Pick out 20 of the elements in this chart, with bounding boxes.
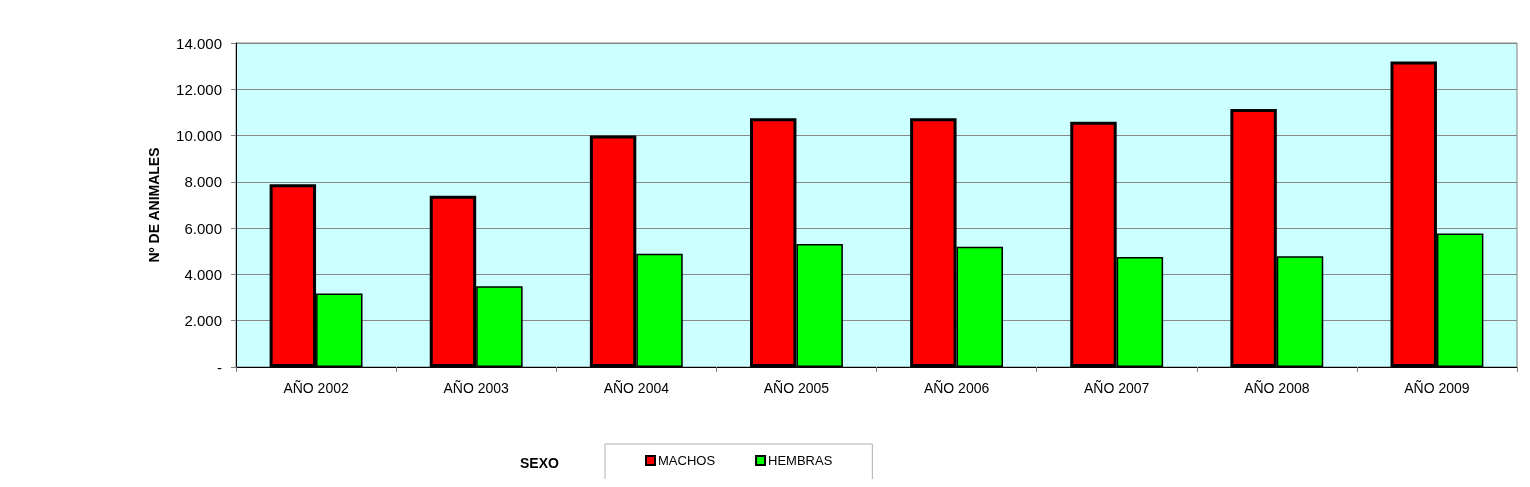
x-tick-label: AÑO 2008 (1244, 380, 1310, 396)
y-tick-label: - (217, 358, 222, 376)
x-tick-label: AÑO 2006 (923, 380, 990, 396)
x-axis-title: SEXO (520, 455, 560, 471)
y-tick-label: 14.000 (176, 34, 222, 52)
x-tick-label: AÑO 2003 (443, 380, 510, 396)
y-tick-label: 10.000 (176, 127, 222, 145)
x-tick-label: AÑO 2009 (1404, 380, 1470, 396)
y-axis-title: Nº DE ANIMALES (146, 147, 162, 263)
x-tick-label: AÑO 2004 (603, 380, 670, 396)
y-tick-label: 2.000 (184, 312, 222, 330)
y-tick-label: 8.000 (184, 173, 222, 191)
legend-label: HEMBRAS (768, 453, 833, 468)
x-tick-label: AÑO 2005 (763, 380, 830, 396)
x-tick-label: AÑO 2007 (1084, 380, 1150, 396)
y-tick-label: 4.000 (184, 265, 222, 283)
y-tick-label: 12.000 (176, 80, 222, 98)
legend-label: MACHOS (658, 453, 716, 468)
x-tick-label: AÑO 2002 (283, 380, 349, 396)
y-tick-label: 6.000 (184, 219, 222, 237)
